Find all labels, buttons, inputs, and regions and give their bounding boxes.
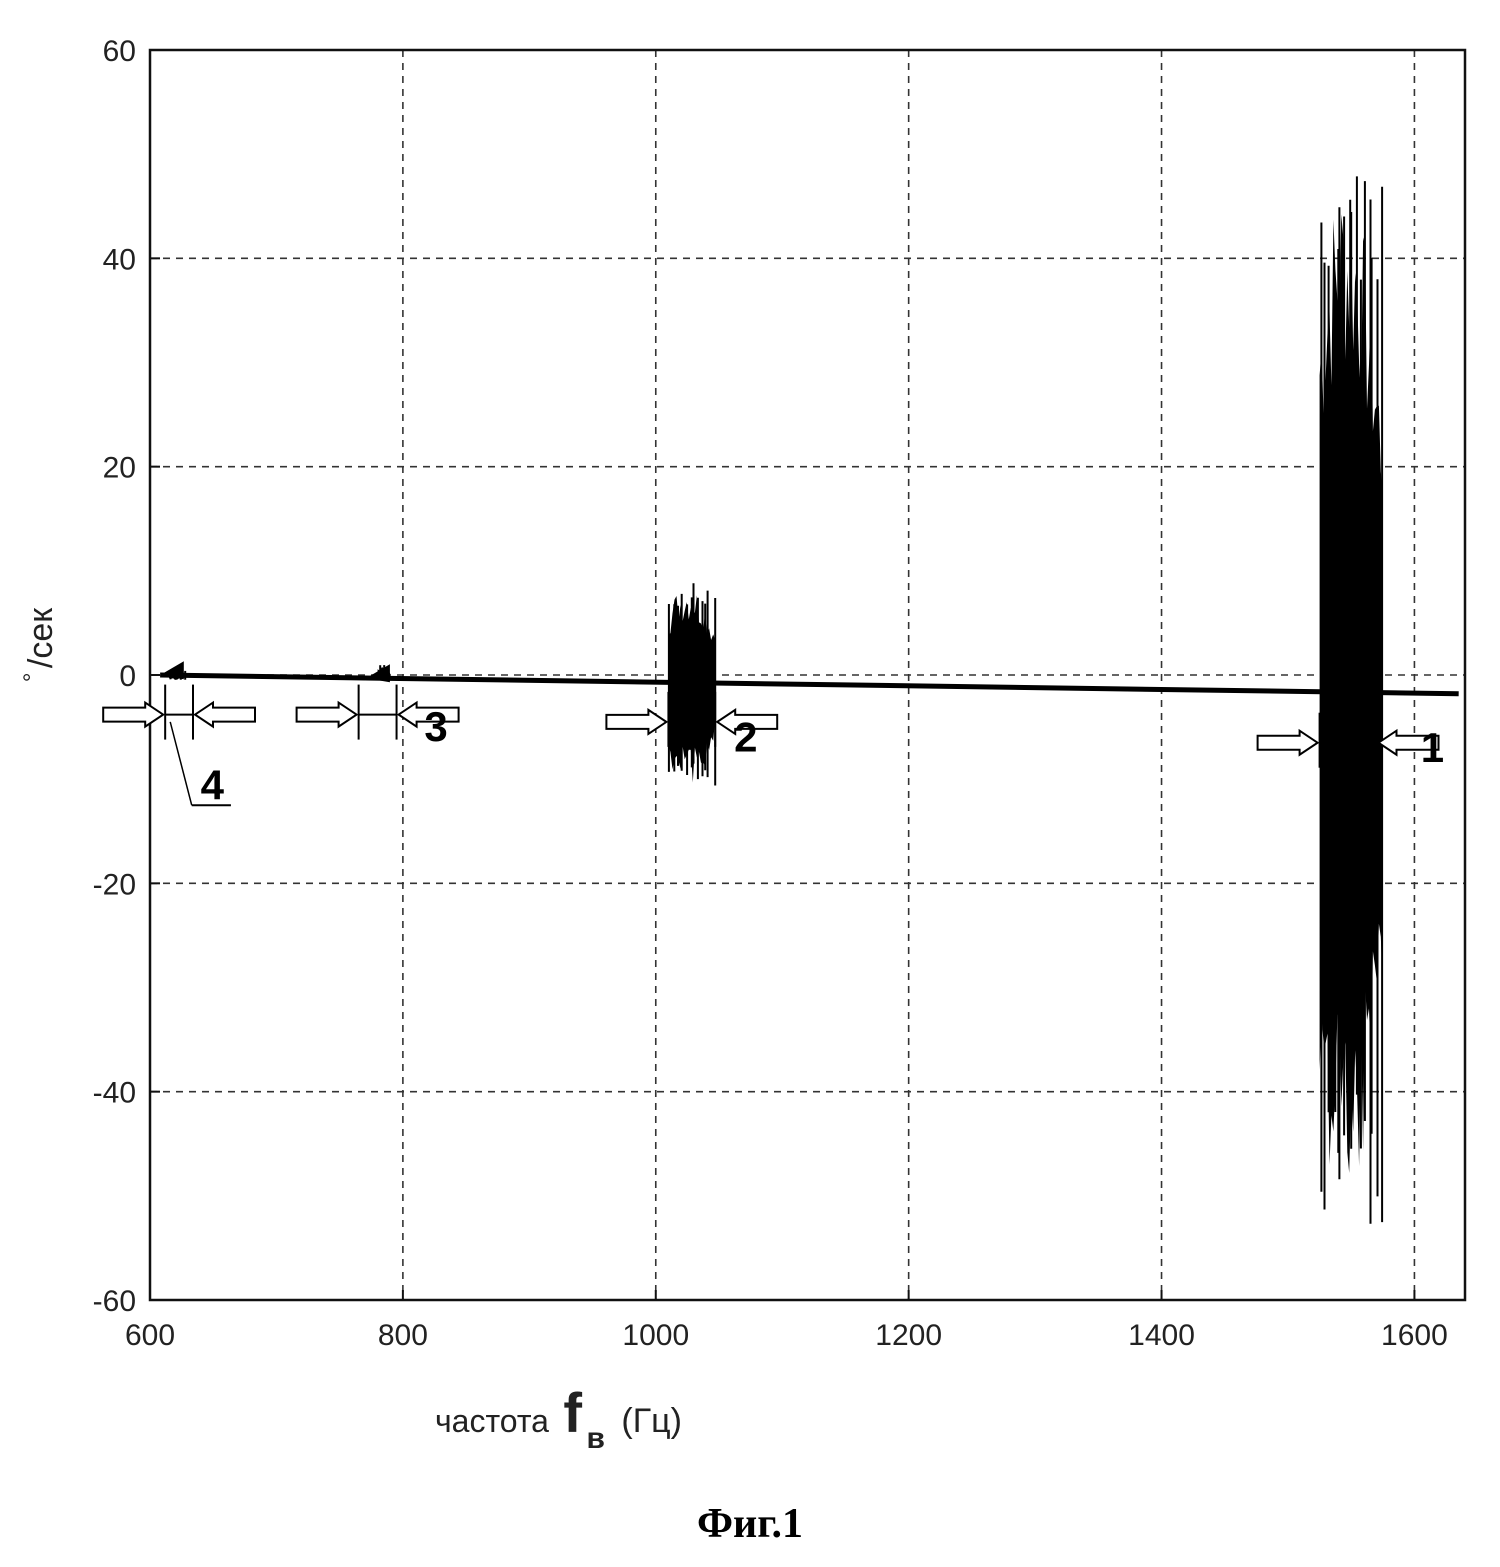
x-tick-label-1400: 1400 bbox=[1128, 1319, 1195, 1352]
y-tick-label--20: -20 bbox=[93, 868, 136, 901]
burst-region-2 bbox=[668, 583, 715, 785]
callout-label-1: 1 bbox=[1421, 724, 1444, 771]
callout-leader-4 bbox=[170, 722, 191, 805]
svg-text:° /сек: ° /сек bbox=[19, 607, 60, 682]
y-axis-label: ° /сек bbox=[19, 607, 60, 682]
x-tick-label-1000: 1000 bbox=[622, 1319, 689, 1352]
x-tick-label-1200: 1200 bbox=[875, 1319, 942, 1352]
x-tick-label-600: 600 bbox=[125, 1319, 175, 1352]
data-series bbox=[160, 176, 1459, 1223]
callout-annotations: 1 2 3 4 bbox=[103, 685, 1444, 809]
x-tick-label-1600: 1600 bbox=[1381, 1319, 1448, 1352]
y-tick-label-60: 60 bbox=[103, 35, 136, 68]
x-axis-label: частота f в (Гц) bbox=[435, 1381, 682, 1455]
callout-arrow-in-1 bbox=[1258, 731, 1318, 755]
tick-labels: 600 800 1000 1200 1400 1600 -60 -40 -20 0 20 40 60 bbox=[93, 35, 1448, 1352]
y-tick-label--40: -40 bbox=[93, 1077, 136, 1110]
y-tick-label-20: 20 bbox=[103, 452, 136, 485]
callout-arrow-in-3 bbox=[297, 703, 357, 727]
burst-region-1 bbox=[1320, 176, 1383, 1223]
callout-label-2: 2 bbox=[734, 713, 757, 760]
callout-arrow-in-2 bbox=[606, 710, 666, 734]
figure-caption: Фиг.1 bbox=[0, 1500, 1500, 1548]
callout-label-3: 3 bbox=[424, 703, 447, 750]
grid-lines bbox=[150, 50, 1465, 1300]
callout-arrow-in-4 bbox=[103, 703, 163, 727]
x-tick-label-800: 800 bbox=[378, 1319, 428, 1352]
baseline-series-line bbox=[160, 675, 1459, 694]
y-tick-label-40: 40 bbox=[103, 243, 136, 276]
callout-label-4: 4 bbox=[201, 762, 225, 809]
callout-arrow-out-4 bbox=[195, 703, 255, 727]
figure-chart: 1 2 3 4 600 800 1000 1200 1400 1600 -60 -40 -20 0 20 4… bbox=[0, 0, 1500, 1490]
y-tick-label--60: -60 bbox=[93, 1285, 136, 1318]
y-tick-label-0: 0 bbox=[119, 660, 136, 693]
